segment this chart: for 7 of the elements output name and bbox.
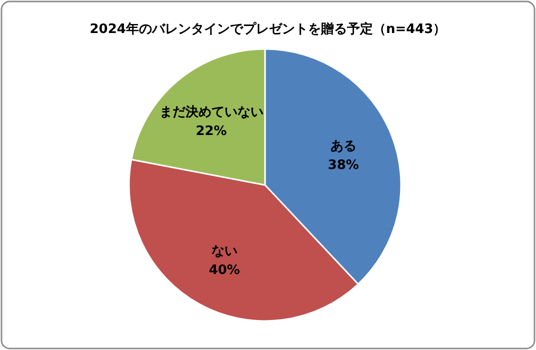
- chart-title: 2024年のバレンタインでプレゼントを贈る予定（n=443）: [90, 21, 446, 37]
- data-label: 22%: [196, 124, 227, 140]
- data-label: 40%: [208, 262, 240, 278]
- slice-label: まだ決めていない: [159, 105, 264, 120]
- slice-label: ある: [330, 138, 356, 154]
- slice-label: ない: [211, 244, 238, 259]
- data-label: 38%: [328, 158, 359, 173]
